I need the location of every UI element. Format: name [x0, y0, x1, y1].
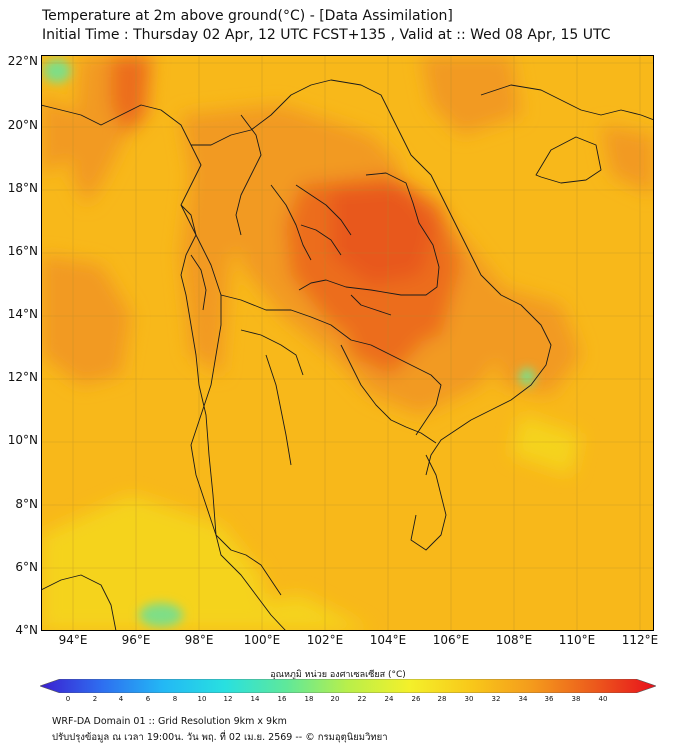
map-frame [41, 55, 654, 631]
lat-label-10: 10°N [7, 433, 38, 447]
lon-label-98: 98°E [184, 633, 214, 647]
lat-label-8: 8°N [15, 497, 38, 511]
footer-model-info: WRF-DA Domain 01 :: Grid Resolution 9km … [52, 716, 287, 727]
colorbar-gradient [40, 679, 656, 693]
cb-tick-16: 16 [277, 695, 287, 703]
cb-tick-18: 18 [304, 695, 314, 703]
cb-tick-2: 2 [92, 695, 98, 703]
cb-tick-38: 38 [571, 695, 581, 703]
lat-label-6: 6°N [15, 560, 38, 574]
lon-label-108: 108°E [495, 633, 533, 647]
lon-label-110: 110°E [558, 633, 596, 647]
lat-label-22: 22°N [7, 54, 38, 68]
cb-tick-22: 22 [357, 695, 367, 703]
cb-tick-28: 28 [437, 695, 447, 703]
footer-update-info: ปรับปรุงข้อมูล ณ เวลา 19:00น. วัน พฤ. ที… [52, 732, 388, 743]
cb-tick-26: 26 [411, 695, 421, 703]
cb-tick-8: 8 [172, 695, 178, 703]
cb-tick-32: 32 [491, 695, 501, 703]
lat-label-12: 12°N [7, 370, 38, 384]
lat-label-20: 20°N [7, 118, 38, 132]
chart-subtitle: Initial Time : Thursday 02 Apr, 12 UTC F… [42, 27, 611, 43]
lon-label-102: 102°E [306, 633, 344, 647]
map-svg [41, 55, 654, 631]
temperature-field [41, 55, 654, 631]
lat-label-18: 18°N [7, 181, 38, 195]
cb-tick-34: 34 [518, 695, 528, 703]
colorbar [40, 679, 656, 693]
country-borders [41, 79, 654, 631]
cold-spots [43, 59, 535, 627]
lat-lon-gridlines [41, 55, 654, 631]
cb-tick-20: 20 [330, 695, 340, 703]
cb-tick-36: 36 [544, 695, 554, 703]
cb-tick-0: 0 [65, 695, 71, 703]
chart-title: Temperature at 2m above ground(°C) - [Da… [42, 8, 453, 24]
cb-tick-30: 30 [464, 695, 474, 703]
cb-tick-14: 14 [250, 695, 260, 703]
cb-tick-40: 40 [598, 695, 608, 703]
lon-label-100: 100°E [243, 633, 281, 647]
lon-label-104: 104°E [369, 633, 407, 647]
lon-label-106: 106°E [432, 633, 470, 647]
temperature-map [41, 55, 654, 631]
lon-label-94: 94°E [58, 633, 88, 647]
cb-tick-10: 10 [197, 695, 207, 703]
lat-label-16: 16°N [7, 244, 38, 258]
cb-tick-12: 12 [223, 695, 233, 703]
cb-tick-24: 24 [384, 695, 394, 703]
cb-tick-6: 6 [145, 695, 151, 703]
lon-label-112: 112°E [621, 633, 659, 647]
colorbar-title: อุณหภูมิ หน่วย องศาเซลเซียส (°C) [270, 670, 406, 680]
lat-label-4: 4°N [15, 623, 38, 637]
cb-tick-4: 4 [118, 695, 124, 703]
lon-label-96: 96°E [121, 633, 151, 647]
lat-label-14: 14°N [7, 307, 38, 321]
